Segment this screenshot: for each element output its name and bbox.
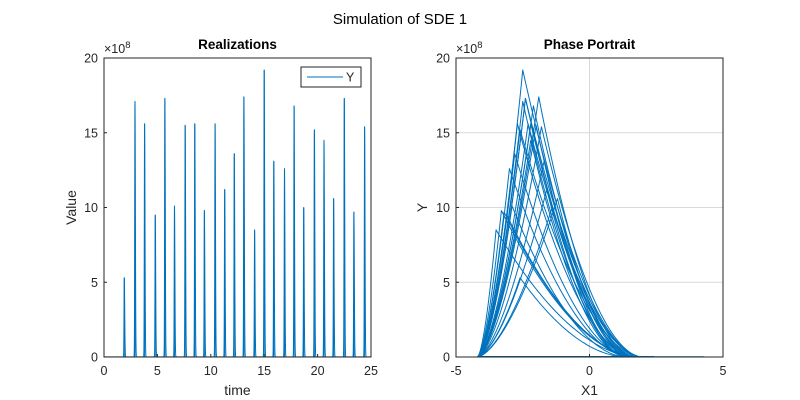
phase-loop-5	[477, 97, 655, 358]
realizations-y-tick-label: 20	[84, 52, 98, 66]
phase-loop-10	[477, 123, 655, 358]
realizations-x-tick-label: 15	[257, 364, 271, 378]
legend: Y	[300, 66, 362, 88]
realizations-x-tick-label: 25	[364, 364, 378, 378]
phase-portrait-y-exponent-base: ×10	[456, 42, 477, 56]
realizations-x-tick-label: 10	[204, 364, 218, 378]
phase-loop-20	[477, 129, 655, 358]
phase-loop-24	[477, 211, 651, 358]
realizations-y-tick-label: 5	[91, 276, 98, 290]
realizations-y-exponent: ×108	[104, 40, 131, 56]
realizations-y-exponent-power: 8	[125, 40, 130, 51]
phase-loop-25	[477, 126, 655, 358]
realizations-y-exponent-base: ×10	[104, 42, 125, 56]
realizations-title: Realizations	[198, 37, 277, 52]
phase-portrait-y-tick-label: 15	[436, 126, 450, 140]
phase-portrait-plot-area	[477, 69, 705, 358]
realizations-x-tick-label: 0	[101, 364, 108, 378]
phase-loop-22	[477, 198, 643, 358]
phase-loop-11	[477, 189, 639, 358]
phase-portrait-y-tick-label: 20	[436, 52, 450, 66]
phase-portrait-x-tick-label: 0	[586, 364, 593, 378]
phase-loop-13	[477, 96, 647, 358]
phase-portrait-y-tick-label: 0	[443, 351, 450, 365]
phase-loop-21	[477, 139, 639, 358]
realizations-x-tick-label: 20	[311, 364, 325, 378]
phase-portrait-grid	[456, 58, 723, 357]
legend-label: Y	[346, 71, 355, 85]
phase-portrait-x-ticks: -5 0 5	[450, 354, 727, 378]
phase-portrait-y-exponent: ×108	[456, 40, 483, 56]
phase-portrait-x-label: X1	[581, 382, 598, 398]
realizations-y-label: Value	[63, 190, 79, 225]
phase-portrait-y-tick-label: 10	[436, 201, 450, 215]
realizations-x-tick-label: 5	[154, 364, 161, 378]
phase-portrait-x-tick-label: -5	[450, 364, 461, 378]
phase-portrait-y-label: Y	[414, 202, 430, 212]
phase-portrait-y-ticks: 0 5 10 15 20	[436, 52, 459, 365]
phase-loop-14	[477, 229, 651, 358]
realizations-panel: Realizations 0 5 10 15 20 25 0 5 10 15 20 ×108 ti…	[63, 37, 378, 398]
phase-portrait-title: Phase Portrait	[544, 37, 636, 52]
phase-portrait-x-tick-label: 5	[720, 364, 727, 378]
phase-loop-16	[477, 160, 639, 358]
realizations-x-ticks: 0 5 10 15 20 25	[101, 354, 378, 378]
realizations-plot-area	[103, 69, 372, 358]
phase-portrait-y-exponent-power: 8	[477, 40, 482, 51]
realizations-y-tick-label: 0	[91, 351, 98, 365]
phase-loop-23	[477, 97, 647, 358]
realizations-y-ticks: 0 5 10 15 20	[84, 52, 107, 365]
series-line-y	[103, 69, 372, 358]
phase-loop-15	[477, 69, 655, 358]
realizations-y-tick-label: 10	[84, 201, 98, 215]
realizations-y-tick-label: 15	[84, 126, 98, 140]
realizations-x-label: time	[224, 382, 251, 398]
phase-portrait-y-tick-label: 5	[443, 276, 450, 290]
figure-title: Simulation of SDE 1	[333, 11, 467, 28]
